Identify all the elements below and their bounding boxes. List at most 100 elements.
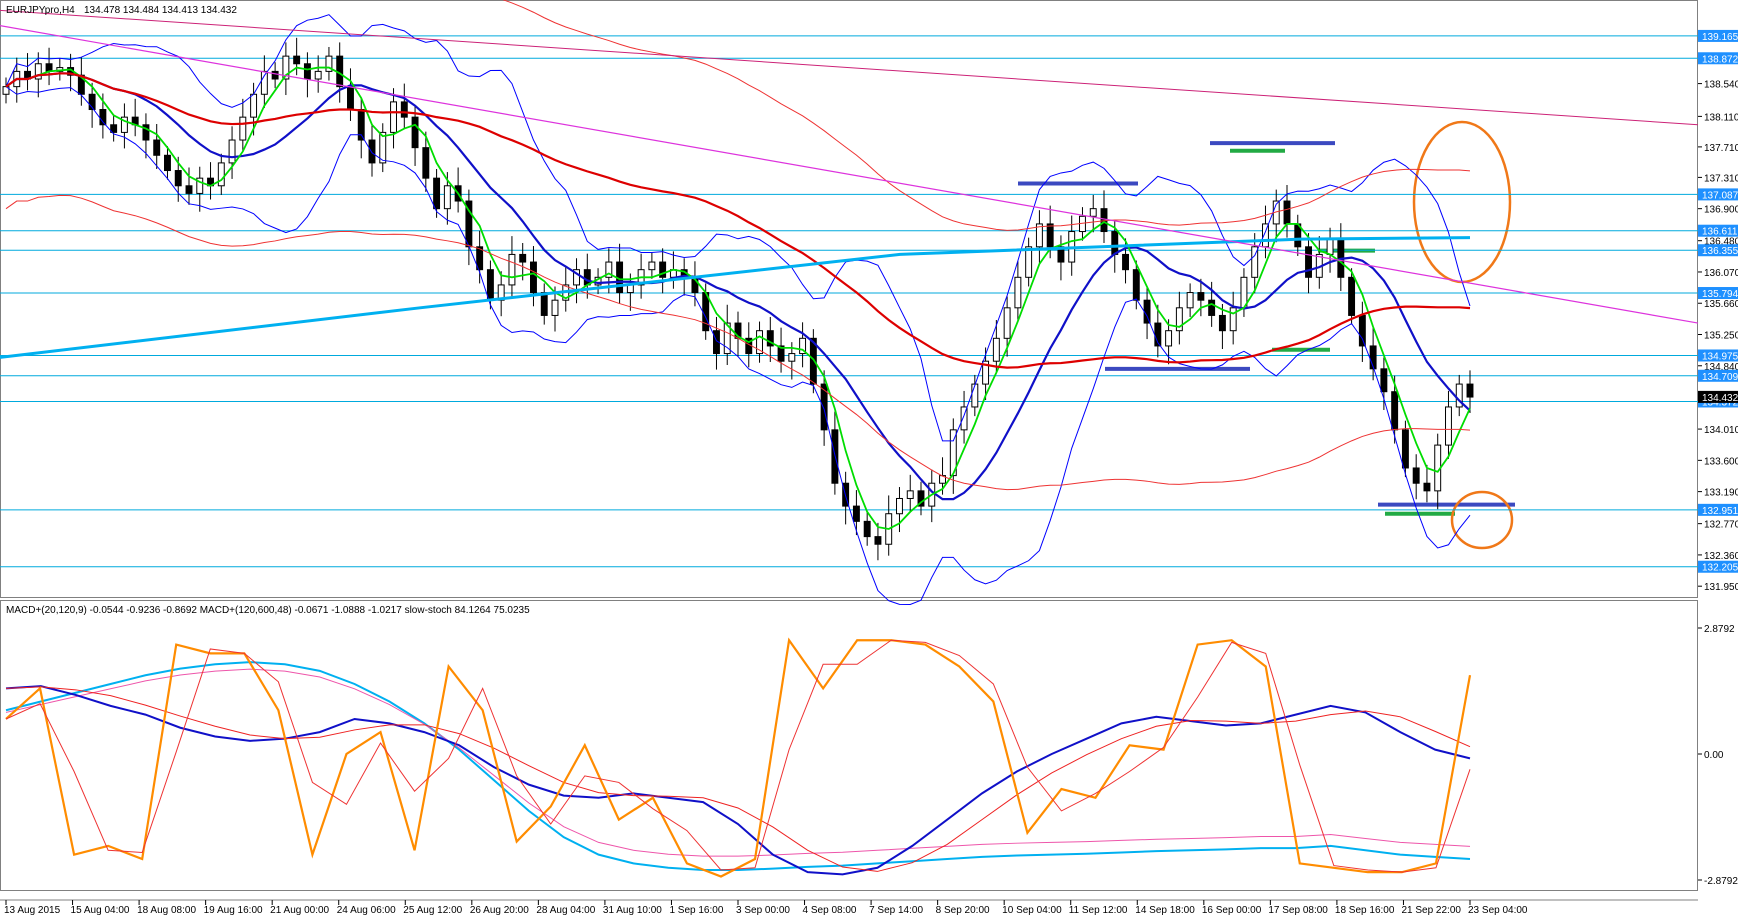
price-tick-label: 136.070 <box>1704 268 1738 279</box>
price-tick-label: 138.540 <box>1704 80 1738 91</box>
candle-body <box>1186 292 1194 309</box>
price-tick-label: 134.840 <box>1704 362 1738 373</box>
highlight-ellipse-bottom <box>1450 490 1514 550</box>
candle-body <box>1326 238 1334 255</box>
candle-body <box>874 536 882 545</box>
level-tag-label: 139.165 <box>1702 32 1738 43</box>
candle-body <box>1283 200 1291 225</box>
candle-body <box>1089 208 1097 217</box>
candle-body <box>271 70 279 80</box>
candle-body <box>433 177 441 210</box>
time-tick-label: 15 Aug 04:00 <box>71 905 130 916</box>
candle-body <box>293 55 301 65</box>
candle-body <box>788 353 796 362</box>
candle-body <box>153 139 161 156</box>
candle-body <box>1143 299 1151 324</box>
candle-body <box>1025 246 1033 278</box>
candle-body <box>1445 406 1452 446</box>
price-tick-label: 134.010 <box>1704 425 1738 436</box>
candle-body <box>1466 383 1474 398</box>
main-panel-frame <box>0 0 1698 598</box>
time-tick-label: 17 Sep 08:00 <box>1268 905 1328 916</box>
price-tick-label: 131.950 <box>1704 582 1738 593</box>
candle-body <box>110 124 118 133</box>
candle-body <box>756 330 763 355</box>
time-tick-label: 19 Aug 16:00 <box>204 905 263 916</box>
macd-fast-signal <box>5 686 1471 872</box>
current-price-label: 134.432 <box>1702 393 1738 404</box>
candle-body <box>1175 307 1183 332</box>
candle-body <box>400 101 408 118</box>
candle-body <box>34 63 42 80</box>
level-tag <box>1698 29 1738 42</box>
candle-body <box>1208 299 1216 316</box>
candle-body <box>1218 314 1226 332</box>
candle-body <box>45 63 53 72</box>
level-tag-label: 134.975 <box>1702 351 1738 362</box>
candle-body <box>1305 246 1312 278</box>
candle-body <box>1122 253 1129 271</box>
candle-body <box>250 93 258 118</box>
level-tag <box>1698 349 1738 362</box>
candle-body <box>1369 345 1377 370</box>
price-tick-label: 132.770 <box>1704 520 1738 531</box>
time-tick-label: 28 Aug 04:00 <box>536 905 595 916</box>
candle-body <box>530 261 537 294</box>
candle-body <box>1229 307 1237 332</box>
candle-body <box>120 116 128 133</box>
time-tick-label: 23 Sep 04:00 <box>1468 905 1528 916</box>
price-tick-label: 132.360 <box>1704 551 1738 562</box>
time-tick-label: 31 Aug 10:00 <box>603 905 662 916</box>
candle-body <box>443 185 451 210</box>
time-tick-label: 3 Sep 00:00 <box>736 905 790 916</box>
indicator-tick-label: 2.8792 <box>1704 624 1735 635</box>
price-tick-label: 135.250 <box>1704 331 1738 342</box>
candle-body <box>1423 482 1431 492</box>
candle-body <box>906 490 914 499</box>
candle-body <box>648 261 656 271</box>
candle-body <box>960 406 968 431</box>
candle-body <box>1251 246 1259 278</box>
candle-body <box>142 124 150 141</box>
candle-body <box>196 177 204 194</box>
candle-body <box>659 261 667 278</box>
candle-body <box>1046 223 1054 248</box>
time-tick-label: 1 Sep 16:00 <box>669 905 723 916</box>
ma-cyan <box>0 236 1471 359</box>
level-tag <box>1698 224 1738 237</box>
candle-body <box>282 55 290 80</box>
macd-fast-line <box>5 685 1471 876</box>
candle-body <box>852 505 860 522</box>
candle-body <box>476 246 484 271</box>
candle-body <box>519 253 527 263</box>
candle-body <box>605 261 613 278</box>
price-tick-label: 138.110 <box>1704 112 1738 123</box>
ma-blue <box>5 72 1471 501</box>
candle-body <box>325 55 333 72</box>
time-tick-label: 18 Sep 16:00 <box>1335 905 1395 916</box>
indicator-tick-label: -2.8792 <box>1704 876 1738 887</box>
current-price-tag <box>1698 390 1738 403</box>
candle-body <box>766 330 774 347</box>
candle-body <box>486 269 494 301</box>
candle-body <box>863 520 871 538</box>
candle-body <box>174 170 182 187</box>
price-tick-label: 136.900 <box>1704 205 1738 216</box>
level-tag <box>1698 188 1738 201</box>
price-tick-label: 133.600 <box>1704 456 1738 467</box>
candle-body <box>1165 330 1173 347</box>
indicator-readout: MACD+(20,120,9) -0.0544 -0.9236 -0.8692 … <box>6 605 530 616</box>
candle-body <box>1197 292 1205 301</box>
candle-body <box>551 299 559 316</box>
candle-body <box>1014 276 1022 309</box>
candle-body <box>1412 467 1420 484</box>
candle-body <box>303 63 311 80</box>
time-tick-label: 4 Sep 08:00 <box>803 905 857 916</box>
level-tag-label: 132.205 <box>1702 563 1738 574</box>
level-tag-label: 136.355 <box>1702 246 1738 257</box>
price-tick-label: 137.310 <box>1704 173 1738 184</box>
level-tag-label: 134.372 <box>1702 397 1738 408</box>
